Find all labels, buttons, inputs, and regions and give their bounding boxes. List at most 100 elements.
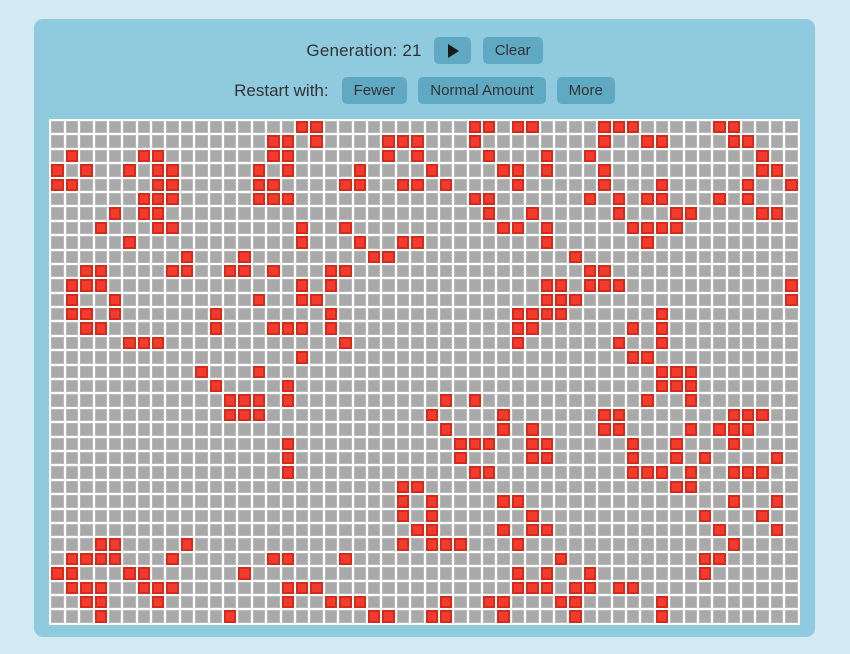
cell-alive[interactable] — [655, 178, 669, 191]
cell-dead[interactable] — [684, 495, 697, 508]
cell-alive[interactable] — [224, 610, 237, 623]
cell-dead[interactable] — [756, 423, 769, 436]
cell-dead[interactable] — [224, 423, 237, 436]
cell-alive[interactable] — [598, 264, 611, 278]
cell-dead[interactable] — [511, 408, 525, 422]
cell-dead[interactable] — [252, 581, 266, 594]
cell-dead[interactable] — [583, 523, 597, 537]
cell-dead[interactable] — [641, 365, 654, 379]
cell-alive[interactable] — [497, 408, 510, 422]
cell-dead[interactable] — [526, 480, 539, 494]
cell-dead[interactable] — [367, 466, 381, 479]
cell-dead[interactable] — [252, 595, 266, 609]
cell-dead[interactable] — [742, 308, 755, 321]
cell-dead[interactable] — [468, 567, 482, 580]
cell-dead[interactable] — [612, 509, 625, 522]
cell-dead[interactable] — [756, 250, 769, 263]
cell-dead[interactable] — [195, 192, 208, 206]
cell-dead[interactable] — [94, 135, 107, 148]
cell-dead[interactable] — [569, 322, 582, 335]
cell-dead[interactable] — [742, 221, 755, 235]
cell-dead[interactable] — [367, 523, 381, 537]
cell-alive[interactable] — [727, 423, 741, 436]
cell-dead[interactable] — [382, 178, 395, 191]
cell-dead[interactable] — [626, 423, 640, 436]
cell-dead[interactable] — [713, 480, 726, 494]
cell-alive[interactable] — [770, 164, 784, 177]
cell-dead[interactable] — [540, 322, 554, 335]
cell-dead[interactable] — [770, 423, 784, 436]
cell-dead[interactable] — [425, 595, 438, 609]
cell-dead[interactable] — [267, 495, 280, 508]
cell-dead[interactable] — [526, 408, 539, 422]
cell-dead[interactable] — [655, 451, 669, 465]
cell-dead[interactable] — [152, 308, 165, 321]
cell-dead[interactable] — [137, 423, 151, 436]
cell-dead[interactable] — [94, 178, 107, 191]
cell-dead[interactable] — [180, 567, 194, 580]
cell-dead[interactable] — [425, 192, 438, 206]
cell-dead[interactable] — [583, 236, 597, 249]
cell-dead[interactable] — [65, 264, 79, 278]
cell-dead[interactable] — [267, 308, 280, 321]
cell-dead[interactable] — [224, 581, 237, 594]
cell-dead[interactable] — [252, 149, 266, 163]
cell-dead[interactable] — [137, 135, 151, 148]
cell-dead[interactable] — [339, 207, 352, 220]
cell-dead[interactable] — [123, 351, 136, 364]
cell-dead[interactable] — [65, 408, 79, 422]
cell-alive[interactable] — [655, 135, 669, 148]
cell-dead[interactable] — [353, 495, 366, 508]
cell-dead[interactable] — [123, 408, 136, 422]
cell-dead[interactable] — [727, 308, 741, 321]
cell-dead[interactable] — [224, 480, 237, 494]
cell-dead[interactable] — [483, 279, 496, 292]
cell-dead[interactable] — [152, 279, 165, 292]
cell-dead[interactable] — [295, 509, 309, 522]
cell-dead[interactable] — [670, 178, 683, 191]
cell-dead[interactable] — [209, 437, 223, 450]
cell-dead[interactable] — [382, 437, 395, 450]
cell-dead[interactable] — [382, 207, 395, 220]
cell-dead[interactable] — [281, 178, 294, 191]
cell-dead[interactable] — [324, 192, 338, 206]
cell-dead[interactable] — [166, 149, 179, 163]
cell-dead[interactable] — [727, 336, 741, 350]
cell-dead[interactable] — [238, 380, 251, 393]
cell-dead[interactable] — [425, 336, 438, 350]
cell-dead[interactable] — [353, 293, 366, 307]
cell-dead[interactable] — [425, 466, 438, 479]
cell-dead[interactable] — [583, 610, 597, 623]
cell-dead[interactable] — [439, 365, 453, 379]
cell-alive[interactable] — [655, 308, 669, 321]
cell-alive[interactable] — [598, 121, 611, 134]
cell-dead[interactable] — [252, 322, 266, 335]
cell-dead[interactable] — [281, 509, 294, 522]
cell-dead[interactable] — [367, 480, 381, 494]
cell-alive[interactable] — [425, 538, 438, 551]
cell-alive[interactable] — [267, 149, 280, 163]
cell-dead[interactable] — [626, 480, 640, 494]
cell-dead[interactable] — [353, 135, 366, 148]
cell-dead[interactable] — [511, 365, 525, 379]
cell-dead[interactable] — [310, 423, 323, 436]
cell-dead[interactable] — [742, 250, 755, 263]
cell-dead[interactable] — [626, 495, 640, 508]
cell-dead[interactable] — [684, 538, 697, 551]
cell-dead[interactable] — [684, 121, 697, 134]
cell-dead[interactable] — [195, 408, 208, 422]
cell-dead[interactable] — [65, 523, 79, 537]
cell-alive[interactable] — [670, 451, 683, 465]
cell-alive[interactable] — [713, 192, 726, 206]
cell-dead[interactable] — [180, 279, 194, 292]
cell-alive[interactable] — [382, 610, 395, 623]
cell-dead[interactable] — [425, 279, 438, 292]
cell-dead[interactable] — [195, 437, 208, 450]
cell-dead[interactable] — [425, 236, 438, 249]
cell-dead[interactable] — [511, 293, 525, 307]
cell-alive[interactable] — [367, 610, 381, 623]
cell-dead[interactable] — [267, 538, 280, 551]
cell-dead[interactable] — [511, 437, 525, 450]
cell-dead[interactable] — [51, 221, 64, 235]
cell-dead[interactable] — [353, 538, 366, 551]
